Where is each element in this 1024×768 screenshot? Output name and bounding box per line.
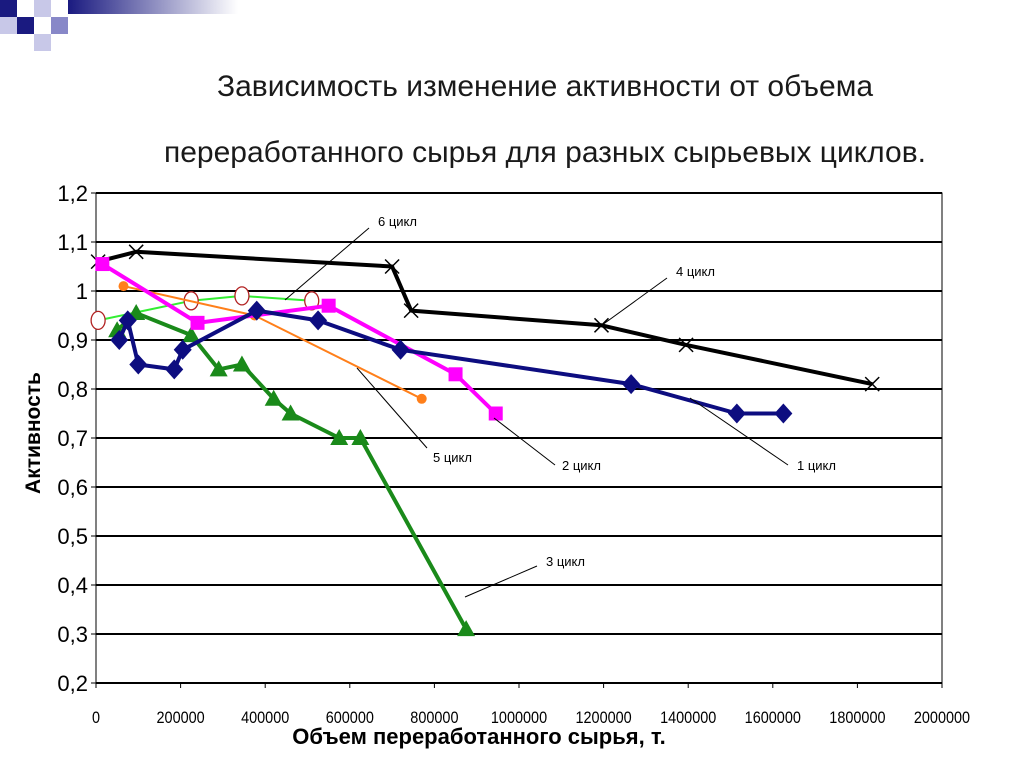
- series-2-point: [488, 406, 503, 421]
- series-4-point: [384, 258, 400, 275]
- y-tick-label: 0,7: [57, 426, 88, 451]
- series-1-point: [391, 339, 410, 360]
- series-3-point: [264, 389, 283, 406]
- series-6-point: [234, 286, 250, 306]
- annotation-label: 3 цикл: [546, 554, 585, 569]
- x-tick-label: 1200000: [575, 709, 631, 727]
- series-4-point: [678, 337, 694, 353]
- x-tick-label: 1800000: [829, 709, 885, 727]
- y-tick-label: 1,2: [57, 181, 88, 206]
- series-2-point: [95, 257, 110, 272]
- series-2-point: [190, 315, 205, 330]
- annotation-leader: [597, 277, 668, 329]
- x-tick-label: 800000: [410, 709, 458, 727]
- y-tick-label: 0,3: [57, 622, 88, 647]
- series-1-point: [110, 330, 129, 350]
- y-tick-label: 1: [76, 279, 88, 304]
- series-2-point: [321, 298, 336, 313]
- series-4-point: [128, 244, 144, 260]
- series-1-point: [727, 403, 746, 424]
- annotation-label: 6 цикл: [378, 214, 417, 229]
- chart-title-line2: переработанного сырья для разных сырьевы…: [164, 136, 926, 169]
- series-1-point: [309, 310, 328, 331]
- series-3-point: [209, 360, 228, 377]
- series-3-point: [457, 620, 476, 637]
- x-tick-label: 1400000: [660, 709, 716, 727]
- series-4-point: [864, 376, 880, 392]
- y-tick-label: 0,4: [57, 573, 88, 598]
- x-tick-label: 1600000: [745, 709, 801, 727]
- series-3-point: [351, 429, 370, 445]
- annotation-label: 1 цикл: [797, 458, 836, 473]
- series-1-point: [622, 374, 641, 395]
- x-tick-label: 1000000: [491, 709, 547, 727]
- series-1-point: [774, 403, 793, 424]
- annotation-leader: [689, 397, 789, 466]
- series-2-point: [448, 367, 463, 382]
- annotation-leader: [493, 417, 556, 466]
- annotation-leader: [284, 227, 370, 301]
- y-tick-label: 0,2: [57, 671, 88, 696]
- x-tick-label: 400000: [241, 709, 289, 727]
- series-5-point: [118, 281, 129, 292]
- series-3-point: [182, 326, 201, 343]
- x-tick-label: 0: [92, 709, 100, 727]
- y-tick-label: 0,8: [57, 377, 88, 402]
- annotation-label: 5 цикл: [433, 450, 472, 465]
- y-axis-label: Активность: [22, 372, 45, 494]
- annotation-label: 4 цикл: [676, 264, 715, 279]
- y-tick-label: 0,5: [57, 524, 88, 549]
- series-2-line: [101, 262, 498, 415]
- series-1-point: [118, 310, 137, 331]
- y-tick-label: 0,9: [57, 328, 88, 353]
- annotation-leader: [356, 367, 428, 449]
- series-1-point: [173, 339, 192, 360]
- series-5-point: [416, 393, 427, 404]
- annotation-label: 2 цикл: [562, 458, 601, 473]
- series-3-point: [330, 429, 349, 445]
- y-tick-label: 0,6: [57, 475, 88, 500]
- series-4-point: [403, 303, 419, 319]
- series-3-line: [115, 311, 468, 631]
- x-tick-label: 2000000: [914, 709, 970, 727]
- x-tick-label: 200000: [157, 709, 205, 727]
- annotation-leader: [464, 565, 538, 598]
- corner-decoration: [0, 0, 240, 65]
- y-tick-label: 1,1: [57, 230, 88, 255]
- series-1-point: [165, 359, 184, 380]
- series-6-point: [90, 310, 106, 331]
- chart-title-line1: Зависимость изменение активности от объе…: [216, 70, 874, 103]
- x-axis-label: Объем переработанного сырья, т.: [292, 724, 666, 749]
- series-3-point: [281, 404, 300, 421]
- x-tick-label: 600000: [326, 709, 374, 727]
- series-3-point: [232, 355, 251, 372]
- series-1-point: [247, 300, 266, 321]
- series-1-point: [129, 354, 148, 375]
- series-6-line: [97, 294, 312, 322]
